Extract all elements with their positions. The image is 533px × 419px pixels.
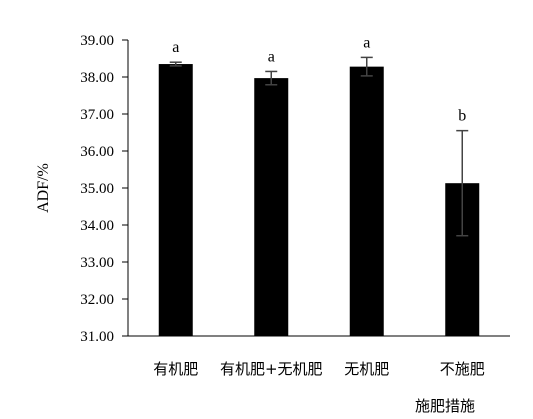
bar — [158, 64, 193, 337]
x-axis-title: 施肥措施 — [415, 397, 475, 415]
bar — [254, 78, 289, 337]
y-tick-label: 34.00 — [80, 218, 114, 234]
y-tick-label: 35.00 — [80, 181, 114, 197]
y-tick-label: 32.00 — [80, 292, 114, 308]
significance-letter: a — [268, 48, 275, 65]
significance-letter: a — [363, 34, 370, 51]
error-bars — [169, 56, 469, 237]
significance-letter: b — [458, 108, 466, 125]
y-axis-ticks: 31.00 32.00 33.00 34.00 35.00 36.00 37.00 38.00… — [80, 33, 128, 345]
y-tick-label: 37.00 — [80, 107, 114, 123]
category-label: 有机肥+无机肥 — [220, 360, 323, 378]
y-tick-label: 31.00 — [80, 329, 114, 345]
y-tick-label: 38.00 — [80, 70, 114, 86]
y-tick-label: 39.00 — [80, 33, 114, 49]
y-tick-label: 33.00 — [80, 255, 114, 271]
x-axis-categories: 有机肥 有机肥+无机肥 无机肥 不施肥 — [153, 360, 485, 378]
bar — [349, 66, 384, 336]
category-label: 无机肥 — [344, 360, 389, 378]
bars — [158, 64, 480, 337]
significance-letters: a a a b — [172, 34, 466, 124]
y-tick-label: 36.00 — [80, 144, 114, 160]
significance-letter: a — [172, 39, 179, 56]
category-label: 不施肥 — [440, 360, 485, 378]
y-axis-title: ADF/% — [35, 163, 52, 213]
category-label: 有机肥 — [153, 360, 198, 378]
